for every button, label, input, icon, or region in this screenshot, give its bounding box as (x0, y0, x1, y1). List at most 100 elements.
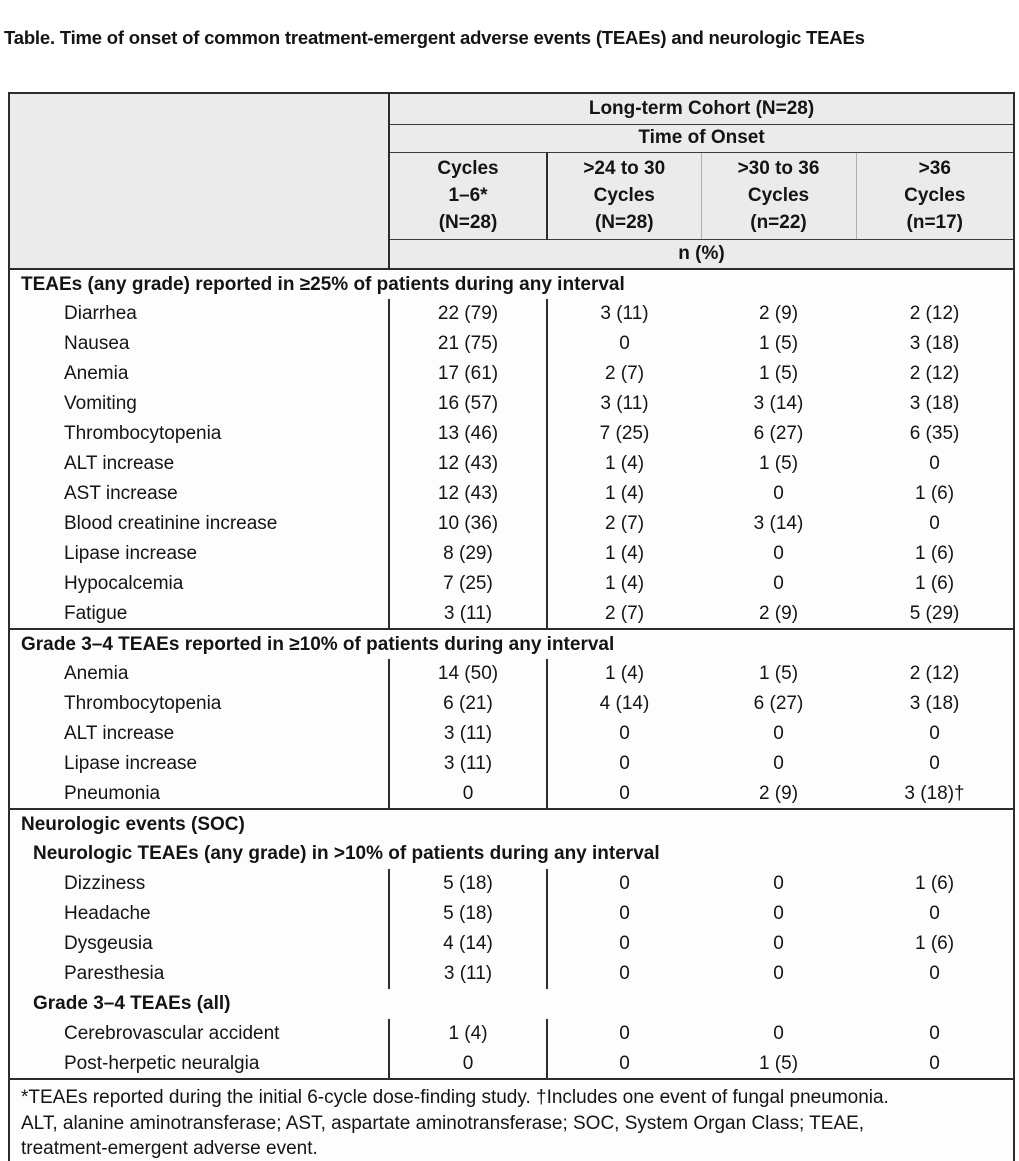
row-label: Lipase increase (9, 539, 390, 569)
row-label: Thrombocytopenia (9, 689, 390, 719)
row-label: Paresthesia (9, 959, 390, 989)
value-cell: 0 (547, 1049, 701, 1080)
value-cell: 0 (773, 753, 784, 774)
value-cell: 3 (11) (389, 959, 548, 989)
value-cell: 0 (929, 1023, 940, 1044)
value-cell: 0 (929, 753, 940, 774)
value-cell: 0 (547, 779, 701, 810)
value-cell: 2 (7) (604, 513, 645, 534)
value-cell: 2 (9) (758, 303, 799, 324)
value-cell: 0 (773, 1023, 784, 1044)
value-cell: 21 (75) (389, 329, 548, 359)
value-cell: 8 (29) (389, 539, 548, 569)
value-cell: 1 (4) (389, 1019, 548, 1049)
table-row: Hypocalcemia 7 (25) 1 (4) 0 1 (6) (9, 569, 1014, 599)
footnote-line: treatment-emergent adverse event. (21, 1138, 318, 1159)
column-header-24-30-cycles: >24 to 30 Cycles (N=28) (546, 152, 701, 240)
value-cell: 0 (773, 573, 784, 594)
value-cell: 3 (18) (909, 393, 960, 414)
table-row: Thrombocytopenia 13 (46) 7 (25) 6 (27) 6 (35… (9, 419, 1014, 449)
table-row: Anemia 17 (61) 2 (7) 1 (5) 2 (12) (9, 359, 1014, 389)
column-header-line: Cycles (747, 185, 810, 206)
value-cell: 3 (11) (389, 599, 548, 630)
row-label: Blood creatinine increase (9, 509, 390, 539)
subsection-header-row: Neurologic TEAEs (any grade) in >10% of … (9, 839, 1014, 869)
value-cell: 17 (61) (389, 359, 548, 389)
value-cell: 0 (929, 513, 940, 534)
value-cell: 2 (9) (701, 599, 856, 630)
value-cell: 1 (6) (914, 573, 955, 594)
value-cell: 0 (929, 963, 940, 984)
value-cell: 12 (43) (389, 479, 548, 509)
corner-cell (9, 93, 390, 270)
row-label: Hypocalcemia (9, 569, 390, 599)
row-label: Anemia (9, 359, 390, 389)
column-header-line: (n=22) (750, 212, 807, 233)
value-cell: 1 (6) (914, 483, 955, 504)
value-cell: 3 (11) (600, 393, 649, 414)
value-cell: 0 (773, 723, 784, 744)
value-cell: 5 (18) (389, 869, 548, 899)
value-cell: 2 (12) (909, 663, 960, 684)
value-cell: 1 (5) (758, 453, 799, 474)
table-row: Diarrhea 22 (79) 3 (11) 2 (9) 2 (12) (9, 299, 1014, 329)
value-cell: 6 (35) (909, 423, 960, 444)
value-cell: 0 (929, 453, 940, 474)
table-row: Dysgeusia 4 (14) 0 0 1 (6) (9, 929, 1014, 959)
value-cell: 0 (619, 723, 630, 744)
value-cell: 1 (5) (758, 333, 799, 354)
value-cell: 0 (773, 903, 784, 924)
value-cell: 0 (619, 753, 630, 774)
value-cell: 0 (773, 933, 784, 954)
value-cell: 5 (29) (856, 599, 1015, 630)
value-cell: 1 (6) (914, 933, 955, 954)
column-header-line: >36 (918, 158, 951, 179)
footnote-row: *TEAEs reported during the initial 6-cyc… (9, 1079, 1014, 1161)
value-cell: 2 (12) (909, 363, 960, 384)
column-header-line: (N=28) (594, 212, 654, 233)
value-cell: 6 (27) (753, 693, 804, 714)
value-cell: 0 (773, 483, 784, 504)
cohort-header-row: Long-term Cohort (N=28) (9, 93, 1015, 270)
column-header-line: Cycles (437, 158, 499, 179)
table-row: AST increase 12 (43) 1 (4) 0 1 (6) (9, 479, 1014, 509)
value-cell: 1 (5) (701, 1049, 856, 1080)
section-header-row: Grade 3–4 TEAEs reported in ≥10% of pati… (9, 629, 1014, 659)
value-cell: 0 (773, 963, 784, 984)
value-cell: 0 (856, 1049, 1015, 1080)
subsection-header-row: Grade 3–4 TEAEs (all) (9, 989, 1014, 1019)
column-header-line: (n=17) (906, 212, 964, 233)
value-cell: 12 (43) (389, 449, 548, 479)
row-label: Headache (9, 899, 390, 929)
table-row: Thrombocytopenia 6 (21) 4 (14) 6 (27) 3 (18) (9, 689, 1014, 719)
row-label: Dizziness (9, 869, 390, 899)
table-header: Long-term Cohort (N=28) Time of Onset Cy… (9, 93, 1015, 270)
table-row: Pneumonia 0 0 2 (9) 3 (18)† (9, 779, 1015, 810)
column-header-line: 1–6* (448, 185, 488, 206)
value-cell: 22 (79) (389, 299, 548, 329)
value-cell: 0 (929, 723, 940, 744)
table-row: Paresthesia 3 (11) 0 0 0 (9, 959, 1014, 989)
value-cell: 3 (18)† (856, 779, 1015, 810)
value-cell: 1 (6) (914, 543, 955, 564)
section-header: Grade 3–4 TEAEs reported in ≥10% of pati… (21, 633, 615, 655)
value-cell: 6 (21) (389, 689, 548, 719)
column-header-cycles-1-6: Cycles 1–6* (N=28) (389, 152, 547, 240)
unit-header: n (%) (389, 239, 1015, 270)
value-cell: 7 (25) (599, 423, 650, 444)
subsection-header: Grade 3–4 TEAEs (all) (33, 993, 231, 1014)
unit-header-row: n (%) (9, 239, 1015, 270)
cycles-header-row: Cycles 1–6* (N=28) >24 to 30 Cycles (N=2… (9, 152, 1015, 240)
table-body: TEAEs (any grade) reported in ≥25% of pa… (9, 269, 1015, 1080)
table-row: Vomiting 16 (57) 3 (11) 3 (14) 3 (18) (9, 389, 1014, 419)
value-cell: 1 (4) (604, 573, 645, 594)
table-row: ALT increase 12 (43) 1 (4) 1 (5) 0 (9, 449, 1014, 479)
value-cell: 0 (389, 779, 548, 810)
row-label: Vomiting (9, 389, 390, 419)
value-cell: 14 (50) (389, 659, 548, 689)
section-header: Neurologic events (SOC) (21, 813, 245, 835)
value-cell: 16 (57) (389, 389, 548, 419)
value-cell: 0 (619, 903, 630, 924)
row-label: Nausea (9, 329, 390, 359)
